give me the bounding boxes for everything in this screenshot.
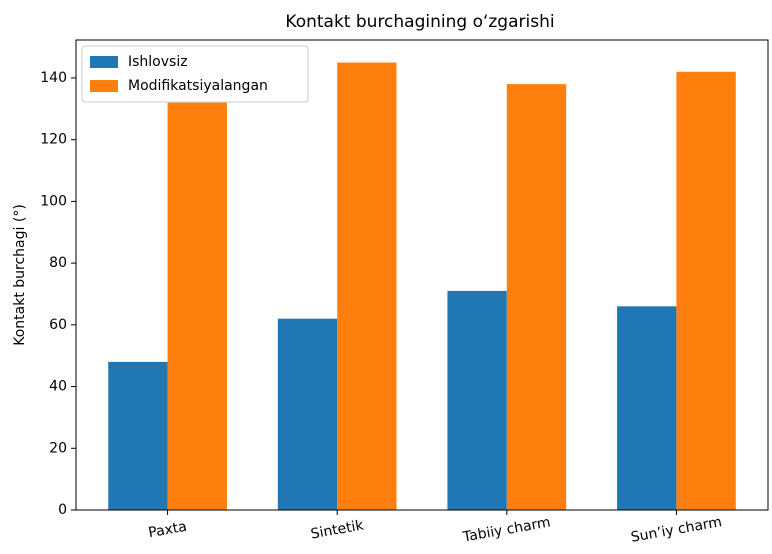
x-tick-label: Sintetik [310, 517, 366, 542]
y-axis-label: Kontakt burchagi (°) [12, 204, 28, 346]
legend-box [81, 45, 309, 103]
bar [108, 361, 168, 510]
bar [447, 290, 507, 510]
bar [617, 306, 677, 510]
y-tick-label: 100 [40, 193, 67, 209]
bar [277, 318, 338, 510]
plot-frame [75, 39, 769, 511]
y-tick-label: 80 [49, 255, 67, 271]
x-tick-label: Sun’iy charm [630, 514, 723, 546]
chart-title: Kontakt burchagining oʻzgarishi [285, 12, 554, 32]
legend-swatch [90, 80, 118, 92]
y-tick-label: 0 [58, 502, 67, 518]
y-tick-label: 140 [40, 70, 67, 86]
bar [676, 71, 736, 510]
legend-label: Ishlovsiz [128, 54, 188, 70]
y-tick-label: 120 [40, 132, 67, 148]
y-tick-label: 60 [49, 317, 67, 333]
x-tick-label: Paxta [147, 519, 188, 541]
bar [506, 84, 567, 510]
x-tick-label: Tabiiy charm [461, 514, 552, 545]
legend-swatch [90, 56, 118, 68]
legend-label: Modifikatsiyalangan [128, 78, 268, 94]
bar [167, 102, 227, 511]
bar [337, 62, 397, 511]
y-tick-label: 40 [49, 379, 67, 395]
y-tick-label: 20 [49, 440, 67, 456]
